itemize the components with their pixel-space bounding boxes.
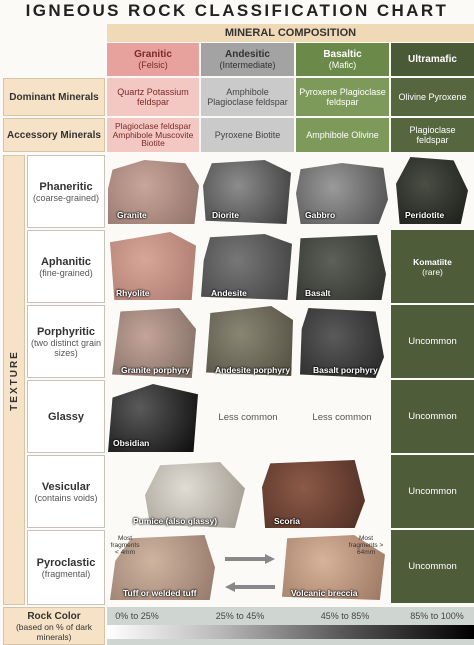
- texture-name: Pyroclastic: [36, 556, 96, 569]
- texture-sub: (coarse-grained): [32, 192, 100, 203]
- ultramafic-cell: Uncommon: [391, 455, 474, 530]
- note: Less common: [218, 411, 278, 423]
- mineral-cell: Quartz Potassium feldspar: [107, 78, 199, 116]
- column-sub: (Intermediate): [219, 60, 276, 70]
- ultramafic-cell: Uncommon: [391, 530, 474, 605]
- note: Most fragments > 64mm: [348, 534, 384, 556]
- row-header: Accessory Minerals: [3, 118, 105, 152]
- note: Less common: [312, 411, 372, 423]
- rock-color-label: Rock Color: [27, 610, 81, 622]
- column-name: Andesitic: [224, 49, 270, 60]
- rock-image: [396, 157, 468, 224]
- texture-header: Glassy: [27, 380, 105, 453]
- column-header: Andesitic (Intermediate): [201, 43, 294, 76]
- rock-label: Volcanic breccia: [291, 588, 358, 598]
- arrow-right: [225, 551, 275, 564]
- column-header: Ultramafic: [391, 43, 474, 76]
- column-sub: (Felsic): [138, 60, 168, 70]
- texture-sub: (contains voids): [34, 492, 98, 503]
- rock-color-header: Rock Color (based on % of dark minerals): [3, 607, 105, 645]
- texture-sub: (fragmental): [41, 568, 91, 579]
- column-header: Granitic (Felsic): [107, 43, 199, 76]
- arrow-left-icon: [225, 582, 275, 592]
- texture-sub: (fine-grained): [39, 267, 93, 278]
- texture-label-box: TEXTURE: [3, 155, 25, 605]
- column-sub: (Mafic): [328, 60, 357, 70]
- ultramafic-sub: (rare): [422, 266, 443, 277]
- column-header: Basaltic (Mafic): [296, 43, 389, 76]
- texture-name: Glassy: [47, 410, 85, 423]
- rock-label: Diorite: [212, 210, 239, 220]
- mineral-cell: Plagioclase feldspar: [391, 118, 474, 152]
- title: IGNEOUS ROCK CLASSIFICATION CHART: [25, 1, 449, 20]
- rock-image: [206, 306, 293, 376]
- texture-name: Phaneritic: [39, 180, 93, 193]
- rock-image: [110, 232, 196, 300]
- rock-label: Scoria: [274, 516, 300, 526]
- rock-label: Gabbro: [305, 210, 336, 220]
- mineral-cell: Pyroxene Biotite: [201, 118, 294, 152]
- rock-image: [203, 160, 291, 224]
- rock-label: Andesite: [211, 288, 247, 298]
- rock-color-gradient: [107, 625, 474, 639]
- rock-image: [201, 234, 292, 300]
- rock-image: [110, 535, 215, 600]
- rock-label: Basalt porphyry: [313, 365, 378, 375]
- range-label: 0% to 25%: [115, 611, 159, 621]
- rock-image: [108, 384, 198, 452]
- column-name: Granitic: [134, 49, 172, 60]
- rock-label: Obsidian: [113, 438, 150, 448]
- rock-image: [112, 308, 196, 378]
- rock-image: [296, 235, 386, 300]
- rock-label: Basalt: [305, 288, 331, 298]
- rock-label: Andesite porphyry: [215, 365, 291, 375]
- texture-name: Porphyritic: [36, 325, 96, 338]
- ultramafic-text: Komatiite: [413, 256, 452, 267]
- rock-image: [300, 308, 384, 378]
- rock-image: [282, 535, 385, 600]
- texture-sub: (two distinct grain sizes): [30, 337, 102, 358]
- rock-label: Tuff or welded tuff: [123, 588, 197, 598]
- texture-header: Aphanitic (fine-grained): [27, 230, 105, 303]
- rock-image: [262, 460, 365, 528]
- rock-image: [108, 160, 199, 224]
- mineral-cell: Amphibole Olivine: [296, 118, 389, 152]
- composition-header: MINERAL COMPOSITION: [107, 24, 474, 42]
- range-label: 45% to 85%: [320, 611, 370, 621]
- column-name: Basaltic: [323, 49, 362, 60]
- rock-label: Granite: [117, 210, 147, 220]
- ultramafic-cell: Uncommon: [391, 380, 474, 455]
- rock-label: Rhyolite: [116, 288, 150, 298]
- rock-label: Pumice (also glassy): [133, 516, 218, 526]
- range-label: 25% to 45%: [215, 611, 265, 621]
- mineral-cell: Pyroxene Plagioclase feldspar: [296, 78, 389, 116]
- ultramafic-cell: Komatiite (rare): [391, 230, 474, 305]
- mineral-cell: Olivine Pyroxene: [391, 78, 474, 116]
- texture-label: TEXTURE: [8, 349, 20, 411]
- rock-label: Peridotite: [405, 210, 445, 220]
- arrow-left: [225, 579, 275, 592]
- rock-image: [145, 462, 245, 528]
- rock-color-sub: (based on % of dark minerals): [15, 621, 93, 642]
- texture-header: Vesicular (contains voids): [27, 455, 105, 528]
- rock-image: [296, 163, 388, 224]
- row-header: Dominant Minerals: [3, 78, 105, 116]
- texture-name: Aphanitic: [40, 255, 92, 268]
- texture-header: Porphyritic (two distinct grain sizes): [27, 305, 105, 378]
- ultramafic-cell: Uncommon: [391, 305, 474, 380]
- shape: [225, 582, 275, 592]
- rock-label: Granite porphyry: [121, 365, 190, 375]
- texture-name: Vesicular: [41, 480, 91, 493]
- texture-header: Pyroclastic (fragmental): [27, 530, 105, 605]
- note: Most fragments < 4mm: [110, 534, 140, 556]
- column-name: Ultramafic: [408, 54, 457, 65]
- texture-header: Phaneritic (coarse-grained): [27, 155, 105, 228]
- mineral-cell: Plagioclase feldspar Amphibole Muscovite…: [107, 118, 199, 152]
- arrow-right-icon: [225, 554, 275, 564]
- shape: [225, 554, 275, 564]
- mineral-cell: Amphibole Plagioclase feldspar: [201, 78, 294, 116]
- range-label: 85% to 100%: [410, 611, 464, 621]
